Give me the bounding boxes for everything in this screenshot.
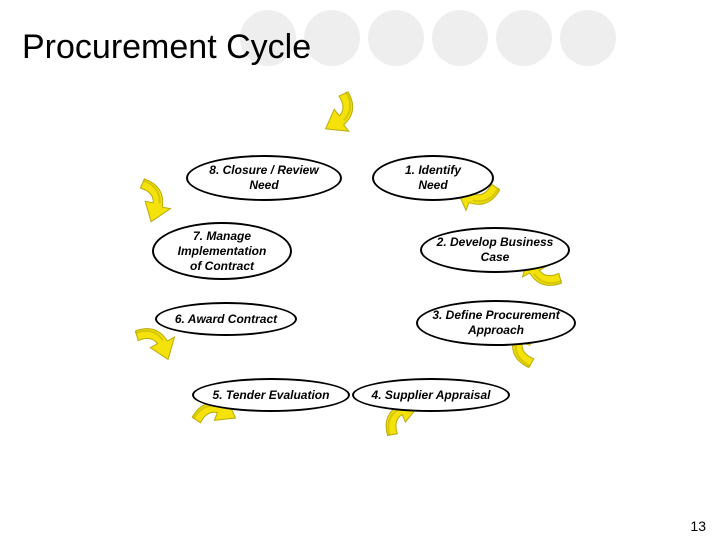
cycle-step: 6. Award Contract xyxy=(155,302,297,336)
cycle-step-label: 1. IdentifyNeed xyxy=(405,163,461,193)
cycle-step: 8. Closure / ReviewNeed xyxy=(186,155,342,201)
cycle-step-label: 7. ManageImplementationof Contract xyxy=(178,229,267,274)
cycle-step: 7. ManageImplementationof Contract xyxy=(152,222,292,280)
cycle-step-label: 8. Closure / ReviewNeed xyxy=(209,163,318,193)
procurement-cycle-diagram: 1. IdentifyNeed 2. Develop BusinessCase 3.… xyxy=(0,0,728,546)
cycle-step-label: 4. Supplier Appraisal xyxy=(372,388,491,403)
cycle-step: 2. Develop BusinessCase xyxy=(420,227,570,273)
cycle-step-label: 6. Award Contract xyxy=(175,312,277,327)
cycle-step: 1. IdentifyNeed xyxy=(372,155,494,201)
cycle-step-label: 2. Develop BusinessCase xyxy=(437,235,554,265)
cycle-step-label: 5. Tender Evaluation xyxy=(213,388,330,403)
cycle-step: 4. Supplier Appraisal xyxy=(352,378,510,412)
cycle-step: 3. Define ProcurementApproach xyxy=(416,300,576,346)
page-number: 13 xyxy=(690,518,706,534)
cycle-arrow xyxy=(114,162,186,234)
cycle-step: 5. Tender Evaluation xyxy=(192,378,350,412)
cycle-step-label: 3. Define ProcurementApproach xyxy=(432,308,559,338)
cycle-arrow xyxy=(304,74,376,146)
